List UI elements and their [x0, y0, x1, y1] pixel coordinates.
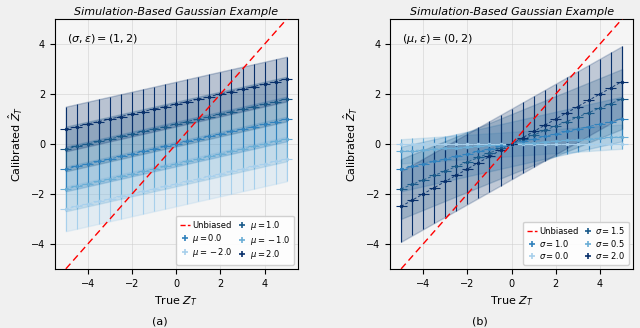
Text: (b): (b) [472, 317, 488, 327]
Legend: Unbiased, $\sigma = 1.0$, $\sigma = 0.0$, $\sigma = 1.5$, $\sigma = 0.5$, $\sigm: Unbiased, $\sigma = 1.0$, $\sigma = 0.0$… [524, 222, 629, 265]
Title: Simulation-Based Gaussian Example: Simulation-Based Gaussian Example [410, 7, 614, 17]
Text: $(\sigma, \varepsilon) = (1, 2)$: $(\sigma, \varepsilon) = (1, 2)$ [67, 31, 138, 45]
Y-axis label: Calibrated $\hat{Z}_T$: Calibrated $\hat{Z}_T$ [7, 106, 25, 182]
Text: (a): (a) [152, 317, 168, 327]
Y-axis label: Calibrated $\hat{Z}_T$: Calibrated $\hat{Z}_T$ [342, 106, 360, 182]
X-axis label: True $Z_T$: True $Z_T$ [490, 294, 533, 308]
Title: Simulation-Based Gaussian Example: Simulation-Based Gaussian Example [74, 7, 278, 17]
Text: $(\mu, \varepsilon) = (0, 2)$: $(\mu, \varepsilon) = (0, 2)$ [402, 31, 473, 46]
X-axis label: True $Z_T$: True $Z_T$ [154, 294, 198, 308]
Legend: Unbiased, $\mu = 0.0$, $\mu = -2.0$, $\mu = 1.0$, $\mu = -1.0$, $\mu = 2.0$: Unbiased, $\mu = 0.0$, $\mu = -2.0$, $\m… [177, 216, 294, 265]
